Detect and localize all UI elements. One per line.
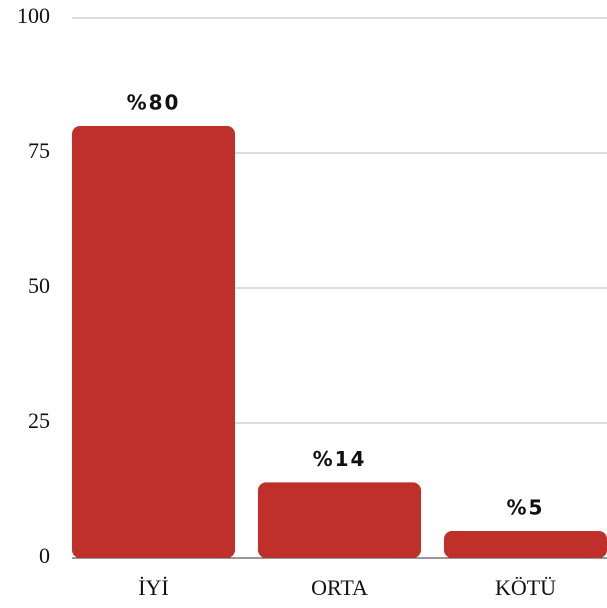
value-label: %5 [507,496,545,520]
value-label: %80 [127,91,181,115]
x-tick-label: KÖTÜ [495,575,556,600]
bar [444,531,607,558]
value-label: %14 [313,447,367,471]
bar [72,126,235,558]
y-tick-label: 0 [39,543,50,568]
y-tick-label: 100 [17,3,50,28]
y-tick-label: 25 [28,408,50,433]
x-tick-label: İYİ [138,575,169,600]
y-tick-label: 50 [28,273,50,298]
x-tick-label: ORTA [311,575,368,600]
bar [258,482,421,558]
y-tick-label: 75 [28,138,50,163]
